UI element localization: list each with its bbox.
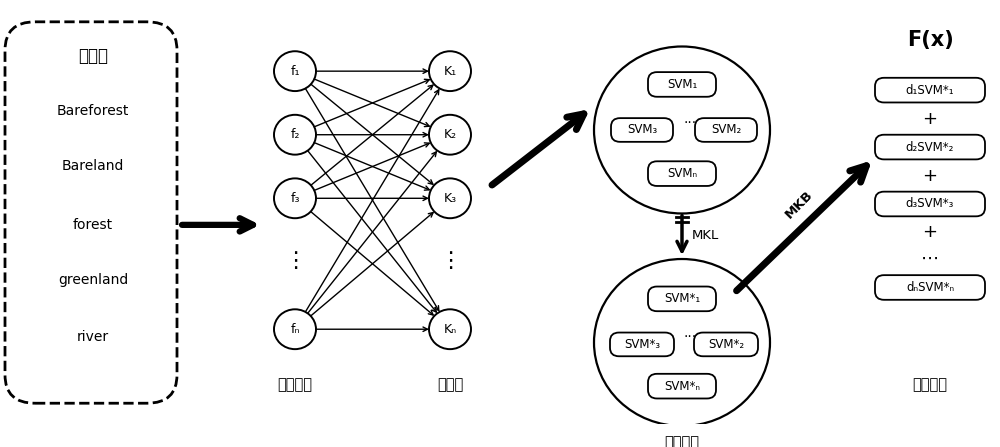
Text: SVM*₂: SVM*₂ xyxy=(708,338,744,351)
Text: K₁: K₁ xyxy=(443,65,457,78)
Text: 核函数: 核函数 xyxy=(437,377,463,392)
Text: Bareforest: Bareforest xyxy=(57,104,129,118)
FancyBboxPatch shape xyxy=(648,287,716,311)
Circle shape xyxy=(429,309,471,349)
Text: ...: ... xyxy=(683,112,697,126)
Text: d₃SVM*₃: d₃SVM*₃ xyxy=(906,198,954,211)
Text: f₂: f₂ xyxy=(290,128,300,141)
Text: 弱分类器: 弱分类器 xyxy=(664,435,700,447)
Text: K₃: K₃ xyxy=(443,192,457,205)
Text: K₂: K₂ xyxy=(443,128,457,141)
Text: ⋯: ⋯ xyxy=(921,250,939,268)
Circle shape xyxy=(429,51,471,91)
Text: MKB: MKB xyxy=(783,188,816,221)
Text: +: + xyxy=(923,110,938,127)
FancyBboxPatch shape xyxy=(875,135,985,160)
Text: SVM₃: SVM₃ xyxy=(627,123,657,136)
Text: SVM*₃: SVM*₃ xyxy=(624,338,660,351)
Text: SVM*ₙ: SVM*ₙ xyxy=(664,380,700,392)
Circle shape xyxy=(594,46,770,214)
Text: d₁SVM*₁: d₁SVM*₁ xyxy=(906,84,954,97)
FancyBboxPatch shape xyxy=(875,192,985,216)
FancyBboxPatch shape xyxy=(611,118,673,142)
Text: ⋮: ⋮ xyxy=(284,251,306,271)
Text: f₁: f₁ xyxy=(290,65,300,78)
Text: forest: forest xyxy=(73,218,113,232)
Text: SVM*₁: SVM*₁ xyxy=(664,292,700,305)
Text: SVM₂: SVM₂ xyxy=(711,123,741,136)
Text: SVMₙ: SVMₙ xyxy=(667,167,697,180)
FancyBboxPatch shape xyxy=(5,22,177,403)
Circle shape xyxy=(274,115,316,155)
FancyBboxPatch shape xyxy=(695,118,757,142)
Text: F(x): F(x) xyxy=(907,30,953,50)
Text: Bareland: Bareland xyxy=(62,159,124,173)
FancyBboxPatch shape xyxy=(648,161,716,186)
Text: dₙSVM*ₙ: dₙSVM*ₙ xyxy=(906,281,954,294)
Text: f₃: f₃ xyxy=(290,192,300,205)
FancyBboxPatch shape xyxy=(875,275,985,300)
Text: SVM₁: SVM₁ xyxy=(667,78,697,91)
Circle shape xyxy=(274,178,316,218)
FancyBboxPatch shape xyxy=(648,374,716,398)
Text: greenland: greenland xyxy=(58,273,128,287)
Text: 特征提取: 特征提取 xyxy=(278,377,312,392)
FancyBboxPatch shape xyxy=(694,333,758,356)
FancyBboxPatch shape xyxy=(648,72,716,97)
Text: MKL: MKL xyxy=(692,229,719,242)
FancyBboxPatch shape xyxy=(875,78,985,102)
Text: d₂SVM*₂: d₂SVM*₂ xyxy=(906,140,954,154)
Circle shape xyxy=(429,115,471,155)
Text: river: river xyxy=(77,330,109,344)
Circle shape xyxy=(429,178,471,218)
Text: 样本库: 样本库 xyxy=(78,47,108,65)
Text: +: + xyxy=(923,167,938,185)
Text: 强分类器: 强分类器 xyxy=(913,377,948,392)
Circle shape xyxy=(274,309,316,349)
FancyBboxPatch shape xyxy=(610,333,674,356)
Text: +: + xyxy=(923,224,938,241)
Text: ⋮: ⋮ xyxy=(439,251,461,271)
Circle shape xyxy=(274,51,316,91)
Text: fₙ: fₙ xyxy=(290,323,300,336)
Text: ...: ... xyxy=(683,326,697,340)
Circle shape xyxy=(594,259,770,426)
Text: Kₙ: Kₙ xyxy=(443,323,457,336)
